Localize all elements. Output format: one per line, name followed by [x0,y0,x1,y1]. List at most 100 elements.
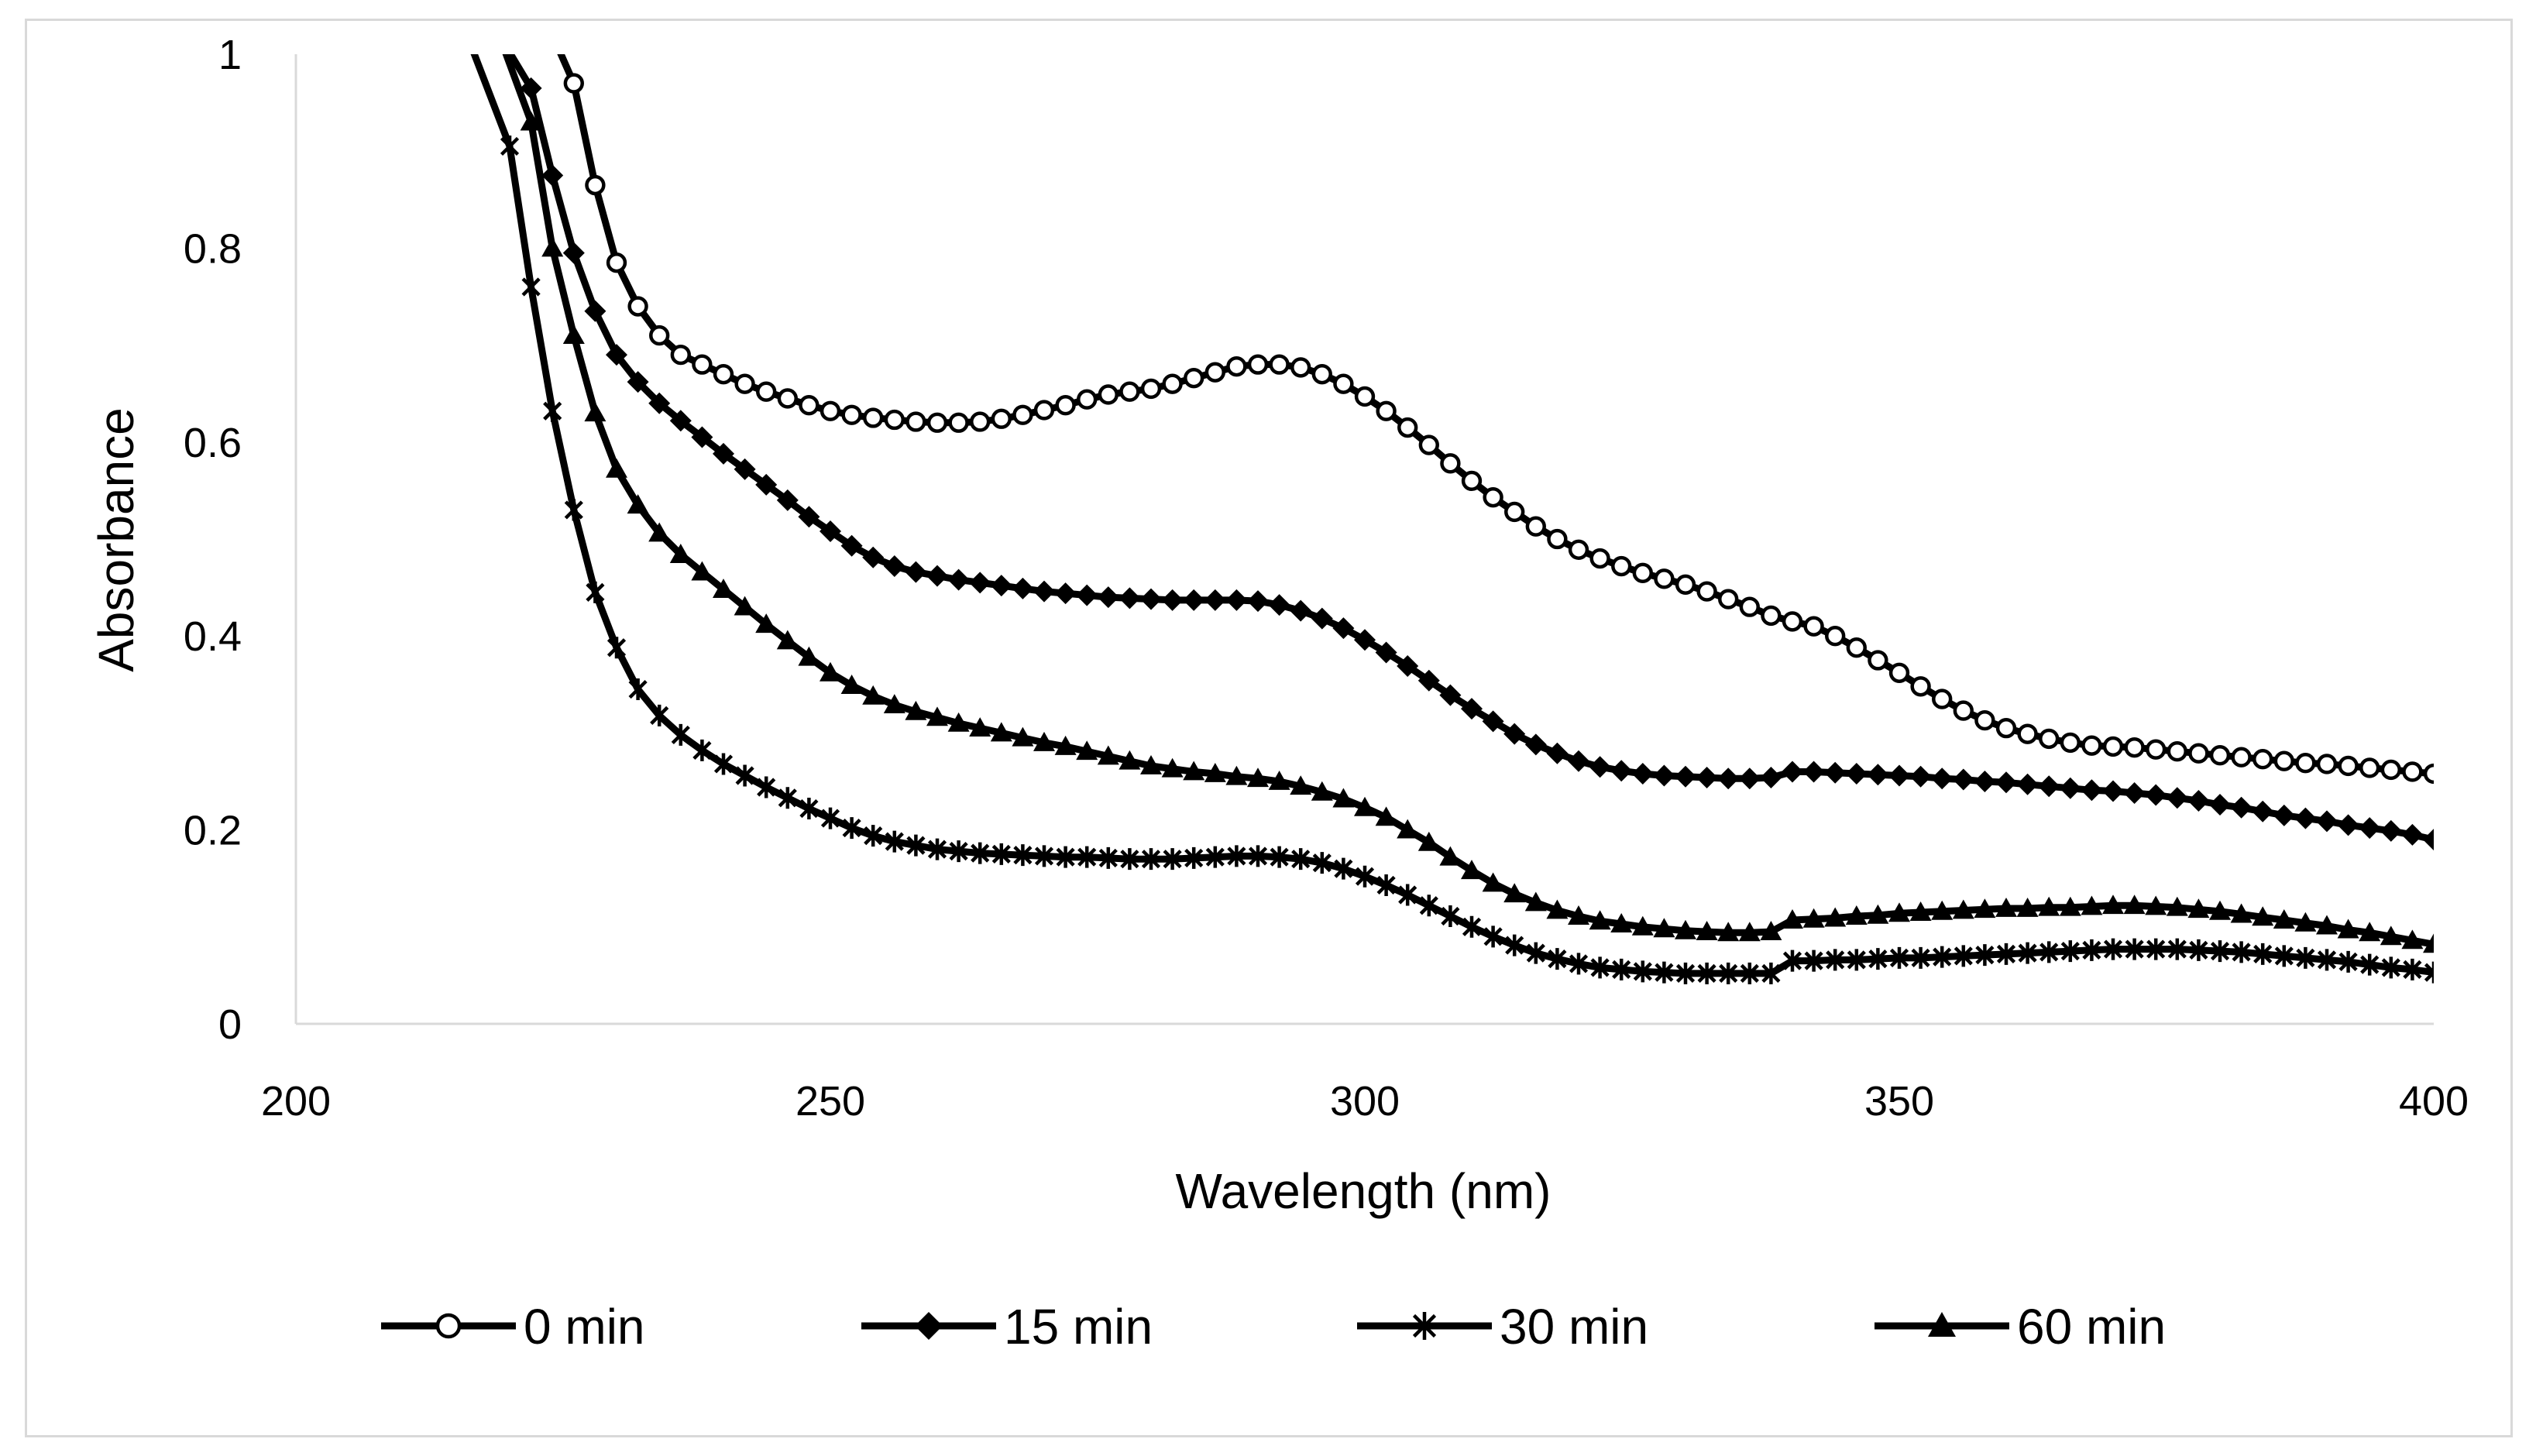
data-point [1056,846,1075,868]
data-point [2316,810,2338,833]
data-point [883,694,905,714]
data-point [2145,895,2167,915]
data-point [2081,735,2102,756]
series-0-min [557,54,2434,785]
data-point [488,24,510,43]
data-point [1204,589,1226,611]
data-point [1803,616,1824,637]
data-point [1055,395,1076,416]
data-point [2146,739,2167,760]
data-point [1033,400,1055,421]
data-point [2145,784,2167,806]
data-point [2059,896,2081,916]
data-point [2187,898,2210,919]
data-point [1119,750,1141,770]
data-point [520,77,542,99]
data-point [500,135,520,157]
legend: 0 min 15 min 30 min 60 min [381,1299,2166,1355]
data-point [541,237,564,257]
data-point [778,787,797,809]
data-point [564,499,583,521]
data-point [948,412,969,433]
data-point [2230,796,2253,819]
data-point [2273,909,2295,929]
data-point [586,581,605,603]
data-point [2102,895,2124,915]
data-point [1632,562,1653,583]
data-point [864,825,883,847]
data-point [1332,617,1355,640]
data-point [971,842,990,864]
data-point [755,473,778,496]
y-axis-title: Absorbance [88,407,144,672]
data-point [2337,814,2359,836]
data-point [841,404,862,425]
data-point [2423,829,2434,851]
y-tick-label: 0.8 [184,225,242,272]
data-point [734,373,755,394]
data-point [2209,745,2231,766]
data-point [1975,944,1995,967]
data-point [1739,596,1760,617]
data-point [1461,860,1483,880]
data-point [2423,933,2434,953]
data-point [1824,761,1847,784]
data-point [1802,761,1825,783]
legend-marker [435,1313,462,1339]
data-point [842,817,861,840]
data-point [1161,589,1184,611]
data-point [669,544,692,563]
data-point [2359,757,2380,778]
data-point [1248,845,1268,867]
data-point [648,522,671,542]
data-point [1633,960,1652,983]
data-point [1012,577,1034,599]
data-point [2380,819,2402,842]
data-point [1846,637,1867,658]
data-point [1995,771,2017,794]
data-point [1354,796,1376,816]
data-point [1482,710,1504,733]
x-tick-label: 250 [796,1078,865,1125]
series-15-min [506,54,2434,851]
data-point [541,164,564,187]
data-point [2380,759,2401,781]
y-tick-label: 1 [218,32,242,78]
data-point [1503,883,1526,903]
data-point [691,426,713,448]
data-point [1719,962,1738,984]
data-point [649,325,670,346]
data-point [563,73,584,94]
data-point [1417,669,1440,692]
data-point [1952,899,1974,919]
data-point [2294,807,2317,829]
data-point [606,458,627,478]
data-point [2295,753,2316,774]
data-point [1696,766,1718,788]
data-point [1482,872,1504,892]
data-point [1226,355,1247,377]
data-point [2081,895,2103,915]
data-point [1568,905,1589,925]
data-point [648,392,671,414]
series-60-min [488,24,2434,953]
legend-label: 15 min [1004,1299,1153,1355]
data-point [1077,389,1098,410]
data-point [1076,584,1098,606]
data-point [585,174,606,196]
data-point [1054,735,1077,755]
data-point [2253,943,2273,965]
data-point [1140,588,1162,610]
data-point [1375,641,1397,664]
data-point [1140,378,1162,400]
data-point [2253,749,2273,770]
data-point [1355,865,1375,888]
data-point [1290,357,1311,378]
data-point [1740,962,1759,984]
data-point [607,637,627,659]
data-point [1397,417,1418,438]
data-point [1738,922,1761,942]
data-point [1033,731,1055,751]
legend-entry: 60 min [1875,1299,2166,1355]
